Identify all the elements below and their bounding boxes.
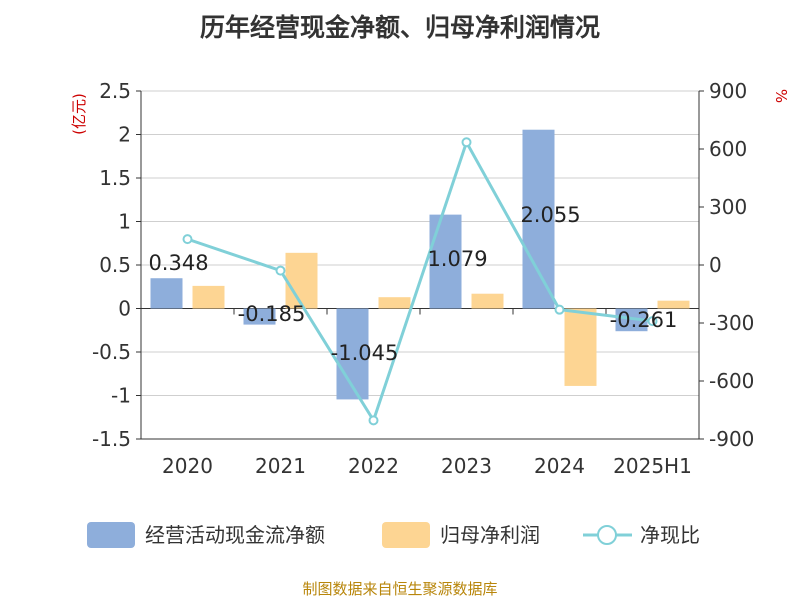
legend-swatch-net-profit bbox=[382, 522, 430, 548]
legend-label-ratio: 净现比 bbox=[640, 523, 700, 547]
right-tick-label: -300 bbox=[709, 311, 754, 335]
ratio-point bbox=[554, 304, 565, 315]
bar-cash-flow bbox=[243, 308, 276, 325]
right-tick-label: -900 bbox=[709, 427, 754, 451]
source-note: 制图数据来自恒生聚源数据库 bbox=[302, 580, 498, 598]
ratio-point bbox=[461, 137, 472, 148]
left-tick-label: -1.5 bbox=[92, 427, 131, 451]
data-label: -0.261 bbox=[610, 308, 678, 332]
bar-cash-flow bbox=[522, 129, 555, 309]
right-tick-label: 0 bbox=[709, 253, 722, 277]
ratio-point bbox=[275, 265, 286, 276]
right-tick-label: 900 bbox=[709, 79, 747, 103]
x-tick-label: 2022 bbox=[348, 454, 399, 478]
right-tick-label: 600 bbox=[709, 137, 747, 161]
x-tick-label: 2023 bbox=[441, 454, 492, 478]
ratio-point bbox=[182, 234, 193, 245]
bar-net-profit bbox=[192, 285, 225, 309]
legend-swatch-ratio-marker bbox=[597, 525, 617, 545]
data-label: -1.045 bbox=[331, 341, 399, 365]
right-tick-label: 300 bbox=[709, 195, 747, 219]
bar-net-profit bbox=[564, 308, 597, 386]
x-tick-label: 2024 bbox=[534, 454, 585, 478]
ratio-line bbox=[187, 138, 653, 424]
legend-label-net-profit: 归母净利润 bbox=[440, 523, 540, 547]
data-label: 2.055 bbox=[520, 203, 580, 227]
legend-swatch-cash-flow bbox=[87, 522, 135, 548]
left-axis-unit: (亿元) bbox=[70, 93, 88, 135]
left-tick-label: 2.5 bbox=[99, 79, 131, 103]
data-label: 1.079 bbox=[427, 247, 487, 271]
legend-label-cash-flow: 经营活动现金流净额 bbox=[145, 523, 325, 547]
right-tick-label: -600 bbox=[709, 369, 754, 393]
ratio-point bbox=[647, 316, 658, 327]
bar-net-profit bbox=[285, 252, 318, 309]
left-tick-label: 0.5 bbox=[99, 253, 131, 277]
left-tick-label: -1 bbox=[111, 384, 131, 408]
left-tick-label: 2 bbox=[118, 123, 131, 147]
left-tick-label: -0.5 bbox=[92, 340, 131, 364]
right-axis-unit: % bbox=[772, 89, 790, 103]
left-tick-label: 1 bbox=[118, 210, 131, 234]
chart-title: 历年经营现金净额、归母净利润情况 bbox=[199, 13, 600, 42]
left-tick-label: 1.5 bbox=[99, 166, 131, 190]
left-tick-label: 0 bbox=[118, 297, 131, 321]
bar-net-profit bbox=[657, 300, 690, 309]
bar-cash-flow bbox=[429, 214, 462, 309]
x-tick-label: 2021 bbox=[255, 454, 306, 478]
x-tick-label: 2020 bbox=[162, 454, 213, 478]
data-label: -0.185 bbox=[238, 302, 306, 326]
bar-net-profit bbox=[378, 297, 411, 309]
ratio-point bbox=[368, 415, 379, 426]
data-label: 0.348 bbox=[148, 251, 208, 275]
bar-net-profit bbox=[471, 293, 504, 309]
bar-cash-flow bbox=[150, 278, 183, 309]
x-tick-label: 2025H1 bbox=[613, 454, 692, 478]
